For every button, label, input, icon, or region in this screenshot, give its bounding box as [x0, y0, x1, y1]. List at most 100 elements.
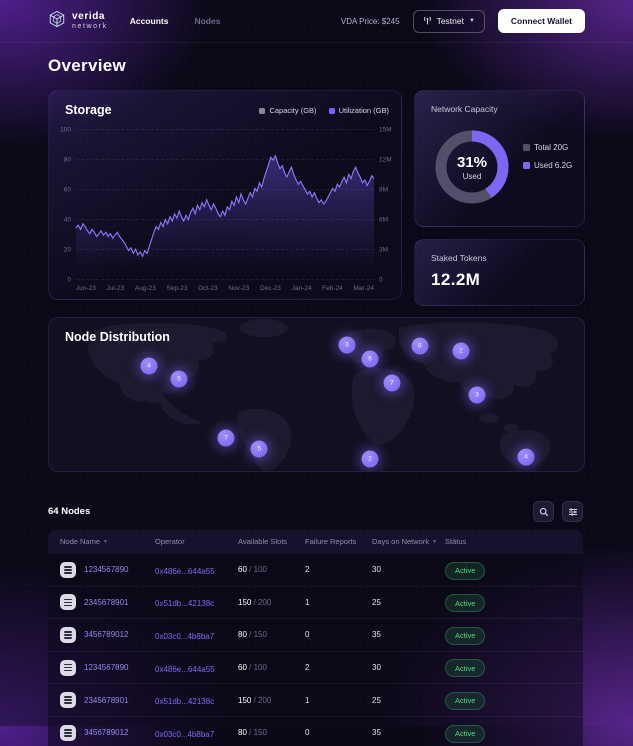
network-selector-button[interactable]: Testnet ▼ — [412, 9, 485, 33]
node-icon — [60, 594, 76, 611]
x-axis-tick: Sep-23 — [166, 285, 188, 292]
column-header-operator: Operator — [155, 537, 185, 546]
top-navbar: verida network Accounts Nodes VDA Price: … — [0, 0, 633, 43]
node-name-link[interactable]: 3456789012 — [84, 728, 129, 738]
nodes-count-title: 64 Nodes — [48, 506, 91, 517]
operator-link[interactable]: 0x51db...42138c — [155, 599, 215, 609]
failure-reports-value: 1 — [305, 597, 310, 607]
failure-reports-value: 0 — [305, 728, 310, 738]
nav-link-accounts[interactable]: Accounts — [129, 16, 169, 26]
y-axis-left-tick: 0 — [67, 276, 71, 284]
node-icon — [60, 659, 76, 676]
x-axis-tick: Jun-23 — [76, 285, 96, 292]
gridline: 100 15M — [60, 127, 392, 134]
available-slots-value: 150 / 200 — [238, 597, 272, 607]
brand-name: verida — [72, 11, 106, 22]
node-icon — [60, 724, 76, 741]
legend-label: Total 20G — [534, 143, 569, 152]
capacity-legend: Total 20G Used 6.2G — [523, 143, 572, 170]
table-row[interactable]: 3456789012 0x03c0...4b8ba7 80 / 150 0 35 Acti… — [48, 715, 583, 746]
status-badge: Active — [445, 594, 486, 613]
node-marker[interactable]: 4 — [517, 448, 535, 466]
table-row[interactable]: 3456789012 0x03c0...4b8ba7 80 / 150 0 35 Acti… — [48, 618, 583, 651]
brand-logo[interactable]: verida network — [48, 10, 108, 33]
operator-link[interactable]: 0x486e...644a55 — [155, 566, 215, 576]
node-name-link[interactable]: 2345678901 — [84, 695, 129, 705]
node-marker[interactable]: 5 — [170, 370, 188, 388]
table-row[interactable]: 2345678901 0x51db...42138c 150 / 200 1 25 Act… — [48, 585, 583, 619]
legend-item: Total 20G — [523, 143, 572, 152]
available-slots-value: 60 / 100 — [238, 663, 267, 673]
operator-link[interactable]: 0x03c0...4b8ba7 — [155, 631, 215, 641]
days-on-network-value: 35 — [372, 728, 381, 738]
operator-link[interactable]: 0x486e...644a55 — [155, 664, 215, 674]
status-badge: Active — [445, 691, 486, 710]
capacity-percent: 31% — [456, 153, 488, 171]
table-row[interactable]: 1234567890 0x486e...644a55 60 / 100 2 30 Acti… — [48, 650, 583, 684]
y-axis-left-tick: 80 — [63, 156, 71, 164]
node-marker[interactable]: 6 — [361, 350, 379, 368]
connect-wallet-button[interactable]: Connect Wallet — [497, 9, 585, 33]
verida-logo-icon — [48, 10, 66, 33]
legend-swatch — [523, 144, 530, 151]
nav-link-nodes[interactable]: Nodes — [194, 16, 221, 26]
filter-button[interactable] — [562, 501, 583, 522]
x-axis-tick: Jan-24 — [291, 285, 312, 292]
nav-links: Accounts Nodes — [130, 16, 221, 26]
storage-card-title: Storage — [65, 103, 112, 117]
donut-used-arc — [435, 130, 509, 204]
status-badge: Active — [445, 659, 486, 678]
network-selector-label: Testnet — [436, 16, 464, 26]
node-name-link[interactable]: 3456789012 — [84, 630, 129, 640]
table-row[interactable]: 2345678901 0x51db...42138c 150 / 200 1 25 Act… — [48, 683, 583, 716]
y-axis-left-tick: 20 — [63, 246, 71, 254]
node-name-link[interactable]: 2345678901 — [84, 597, 129, 607]
sort-arrow-icon: ▼ — [432, 538, 438, 545]
x-axis-tick: Dec-23 — [259, 285, 281, 292]
legend-label: Used 6.2G — [534, 161, 573, 170]
search-button[interactable] — [533, 501, 554, 522]
node-marker[interactable]: 5 — [250, 440, 268, 458]
legend-swatch — [259, 107, 266, 114]
staked-tokens-title: Staked Tokens — [431, 253, 487, 263]
y-axis-right-tick: 15M — [379, 126, 392, 134]
operator-link[interactable]: 0x03c0...4b8ba7 — [155, 729, 215, 739]
node-marker[interactable]: 2 — [361, 450, 379, 468]
table-row[interactable]: 1234567890 0x486e...644a55 60 / 100 2 30 Acti… — [48, 553, 583, 586]
donut-center-label: 31% Used — [457, 154, 487, 181]
page-title: Overview — [48, 56, 127, 75]
node-marker[interactable]: 8 — [411, 337, 429, 355]
capacity-donut-chart: 31% Used — [429, 124, 515, 210]
days-on-network-value: 30 — [372, 663, 381, 673]
node-marker[interactable]: 3 — [338, 336, 356, 354]
available-slots-value: 150 / 200 — [238, 695, 272, 705]
x-axis-labels: Jun-23 Jul-23 Aug-23 Sep-23 Oct-23 Nov-23 Dec-… — [76, 285, 374, 292]
days-on-network-value: 25 — [372, 695, 381, 705]
status-badge: Active — [445, 724, 486, 743]
x-axis-tick: Jul-23 — [106, 285, 125, 292]
node-name-link[interactable]: 1234567890 — [84, 663, 129, 673]
node-icon — [60, 692, 76, 709]
node-marker[interactable]: 2 — [452, 342, 470, 360]
brand-subtitle: network — [72, 23, 108, 30]
failure-reports-value: 2 — [305, 565, 310, 575]
available-slots-value: 60 / 100 — [238, 565, 267, 575]
node-name-link[interactable]: 1234567890 — [84, 565, 129, 575]
node-marker[interactable]: 4 — [140, 357, 158, 375]
legend-item: Used 6.2G — [523, 161, 572, 170]
staked-tokens-value: 12.2M — [431, 270, 481, 289]
available-slots-value: 80 / 150 — [238, 728, 267, 738]
y-axis-left-tick: 60 — [63, 186, 71, 194]
node-marker[interactable]: 3 — [468, 386, 486, 404]
node-marker[interactable]: 7 — [217, 429, 235, 447]
operator-link[interactable]: 0x51db...42138c — [155, 697, 215, 707]
node-marker[interactable]: 7 — [383, 374, 401, 392]
legend-swatch — [328, 107, 335, 114]
nav-right-cluster: VDA Price: $245 Testnet ▼ Connect Wallet — [341, 9, 585, 33]
y-axis-left-tick: 40 — [63, 216, 71, 224]
column-header-node-name[interactable]: Node Name ▼ — [60, 537, 108, 546]
column-header-days-on-network[interactable]: Days on Network ▼ — [372, 537, 438, 546]
gridline: 20 3M — [64, 247, 388, 254]
